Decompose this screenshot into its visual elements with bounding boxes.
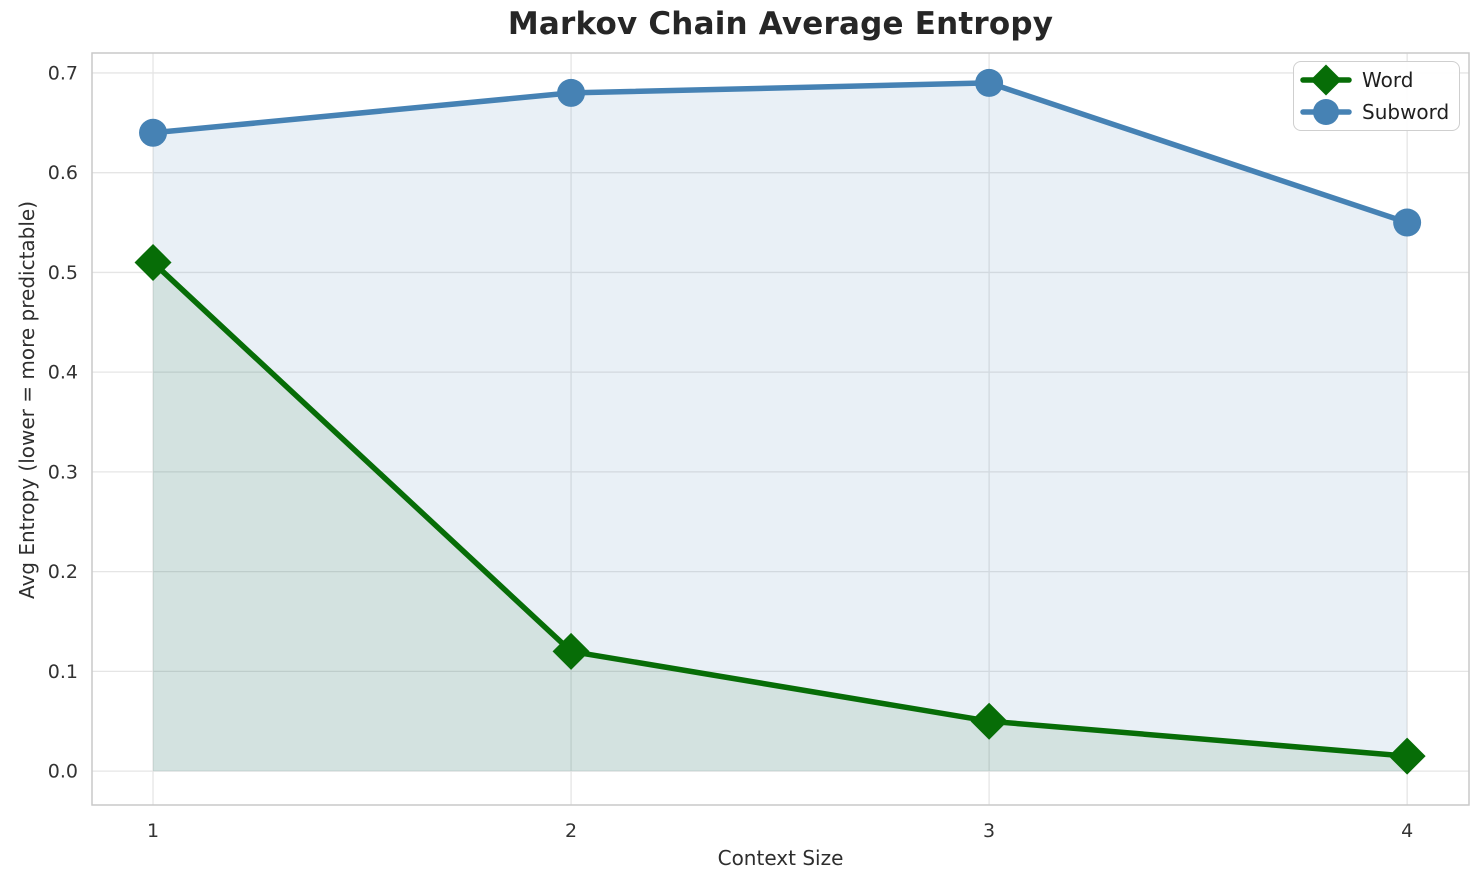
word-fill-area (153, 262, 1408, 772)
y-tick-label: 0.3 (48, 461, 78, 483)
subword-line (150, 80, 1410, 226)
y-tick-label: 0.7 (48, 62, 78, 84)
y-tick-label: 0.2 (48, 561, 78, 583)
y-tick-label: 0.5 (48, 262, 78, 284)
subword-marker (975, 68, 1004, 97)
legend: Word Subword (1293, 61, 1460, 131)
word-marker (134, 243, 172, 281)
subword-line-circle-icon (1300, 99, 1352, 125)
y-tick-label: 0.4 (48, 362, 78, 384)
y-tick-label: 0.1 (48, 661, 78, 683)
y-tick-label: 0.6 (48, 162, 78, 184)
chart-title: Markov Chain Average Entropy (507, 6, 1054, 42)
subword-marker (139, 118, 168, 147)
legend-item-subword: Subword (1300, 96, 1449, 128)
x-tick-label: 4 (1401, 820, 1413, 842)
legend-item-word: Word (1300, 64, 1449, 96)
x-tick-label: 1 (147, 820, 159, 842)
x-tick-label: 3 (983, 820, 995, 842)
word-marker (1388, 737, 1426, 775)
word-marker (552, 632, 590, 670)
x-tick-label: 2 (565, 820, 577, 842)
subword-marker (557, 78, 586, 107)
subword-marker (1393, 208, 1422, 237)
word-line (150, 259, 1410, 759)
x-axis-title: Context Size (717, 846, 844, 870)
word-marker (970, 702, 1008, 740)
word-line-diamond-icon (1300, 64, 1352, 96)
legend-label-word: Word (1362, 68, 1414, 92)
subword-fill-area (153, 82, 1408, 772)
plot-border (91, 52, 1470, 806)
legend-label-subword: Subword (1362, 100, 1450, 124)
y-tick-label: 0.0 (48, 761, 78, 783)
